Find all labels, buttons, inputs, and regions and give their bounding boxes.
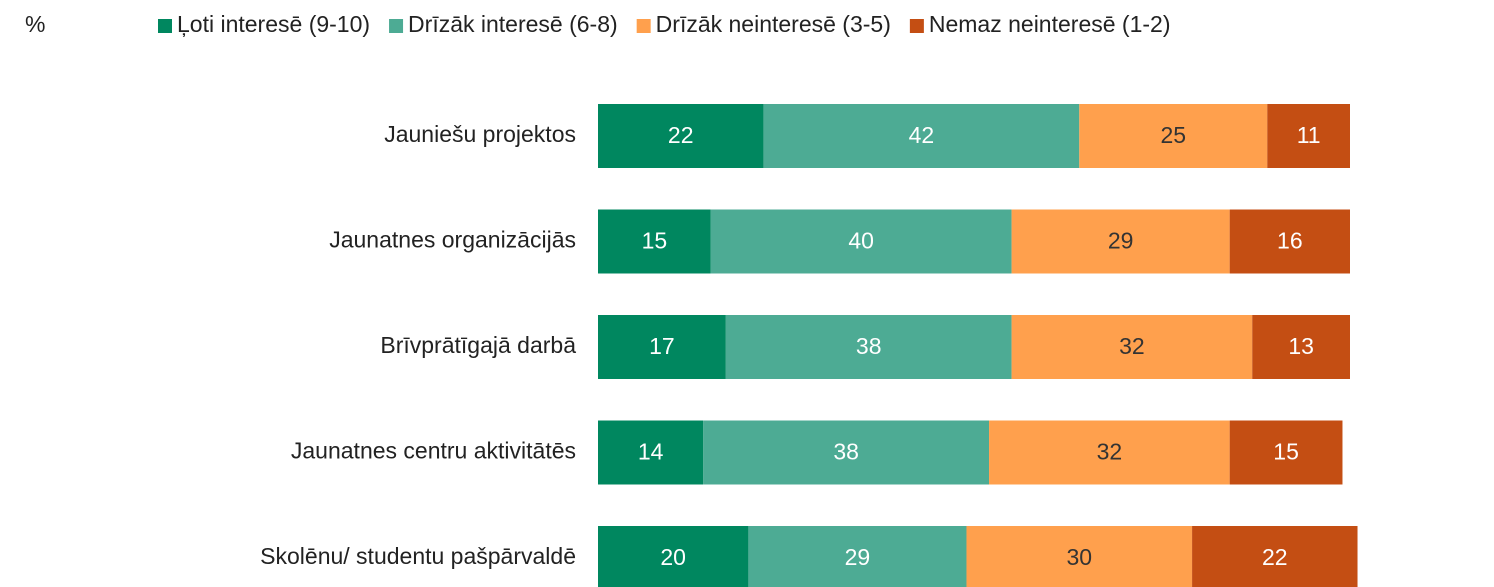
data-label: 15 xyxy=(1273,439,1299,465)
legend-swatch xyxy=(909,19,924,33)
data-label: 38 xyxy=(833,439,859,465)
data-label: 13 xyxy=(1288,333,1314,359)
data-label: 25 xyxy=(1160,122,1186,148)
data-label: 11 xyxy=(1297,122,1321,148)
legend-swatch xyxy=(158,19,172,33)
bar-segment xyxy=(598,315,726,379)
data-label: 40 xyxy=(848,228,874,254)
bar-segment xyxy=(710,209,1012,274)
bar-segment xyxy=(989,420,1230,485)
data-label: 42 xyxy=(909,122,935,148)
category-label: Jaunatnes organizācijās xyxy=(329,227,576,253)
data-label: 32 xyxy=(1119,333,1145,359)
legend-label: Nemaz neinteresē (1-2) xyxy=(929,11,1171,37)
data-label: 29 xyxy=(845,544,871,570)
bar-segment xyxy=(1267,104,1350,168)
category-label: Jauniešu projektos xyxy=(384,121,576,147)
data-label: 20 xyxy=(660,544,686,570)
axis-label: % xyxy=(25,11,45,37)
data-label: 22 xyxy=(668,122,694,148)
bar-segment xyxy=(703,420,990,485)
bar-segment xyxy=(1079,104,1268,168)
bar-segment xyxy=(763,104,1080,168)
data-label: 16 xyxy=(1277,228,1303,254)
bar-segment xyxy=(1252,315,1350,379)
bar-segment xyxy=(966,526,1193,587)
category-label: Jaunatnes centru aktivitātēs xyxy=(291,438,576,464)
legend-label: Ļoti interesē (9-10) xyxy=(177,11,370,37)
data-label: 14 xyxy=(638,439,664,465)
bar-segment xyxy=(725,315,1012,379)
legend-swatch xyxy=(636,19,651,33)
bar-segment xyxy=(748,526,967,587)
bar-segment xyxy=(1011,209,1230,274)
data-label: 38 xyxy=(856,333,882,359)
data-label: 15 xyxy=(642,228,668,254)
legend-label: Drīzāk interesē (6-8) xyxy=(408,11,618,37)
data-label: 32 xyxy=(1097,439,1123,465)
bar-segment xyxy=(1229,420,1343,485)
data-label: 29 xyxy=(1108,228,1134,254)
bar-segment xyxy=(598,104,764,168)
bar-segment xyxy=(1229,209,1350,274)
bar-segment xyxy=(598,209,711,274)
bar-segment xyxy=(1011,315,1253,379)
data-label: 22 xyxy=(1262,544,1288,570)
category-label: Skolēnu/ studentu pašpārvaldē xyxy=(260,543,576,569)
data-label: 17 xyxy=(649,333,675,359)
legend-swatch xyxy=(389,19,404,33)
bar-segment xyxy=(1192,526,1358,587)
bar-segment xyxy=(598,420,704,485)
data-label: 30 xyxy=(1066,544,1092,570)
category-label: Brīvprātīgajā darbā xyxy=(380,332,576,358)
bar-segment xyxy=(598,526,749,587)
legend-label: Drīzāk neinteresē (3-5) xyxy=(656,11,891,37)
